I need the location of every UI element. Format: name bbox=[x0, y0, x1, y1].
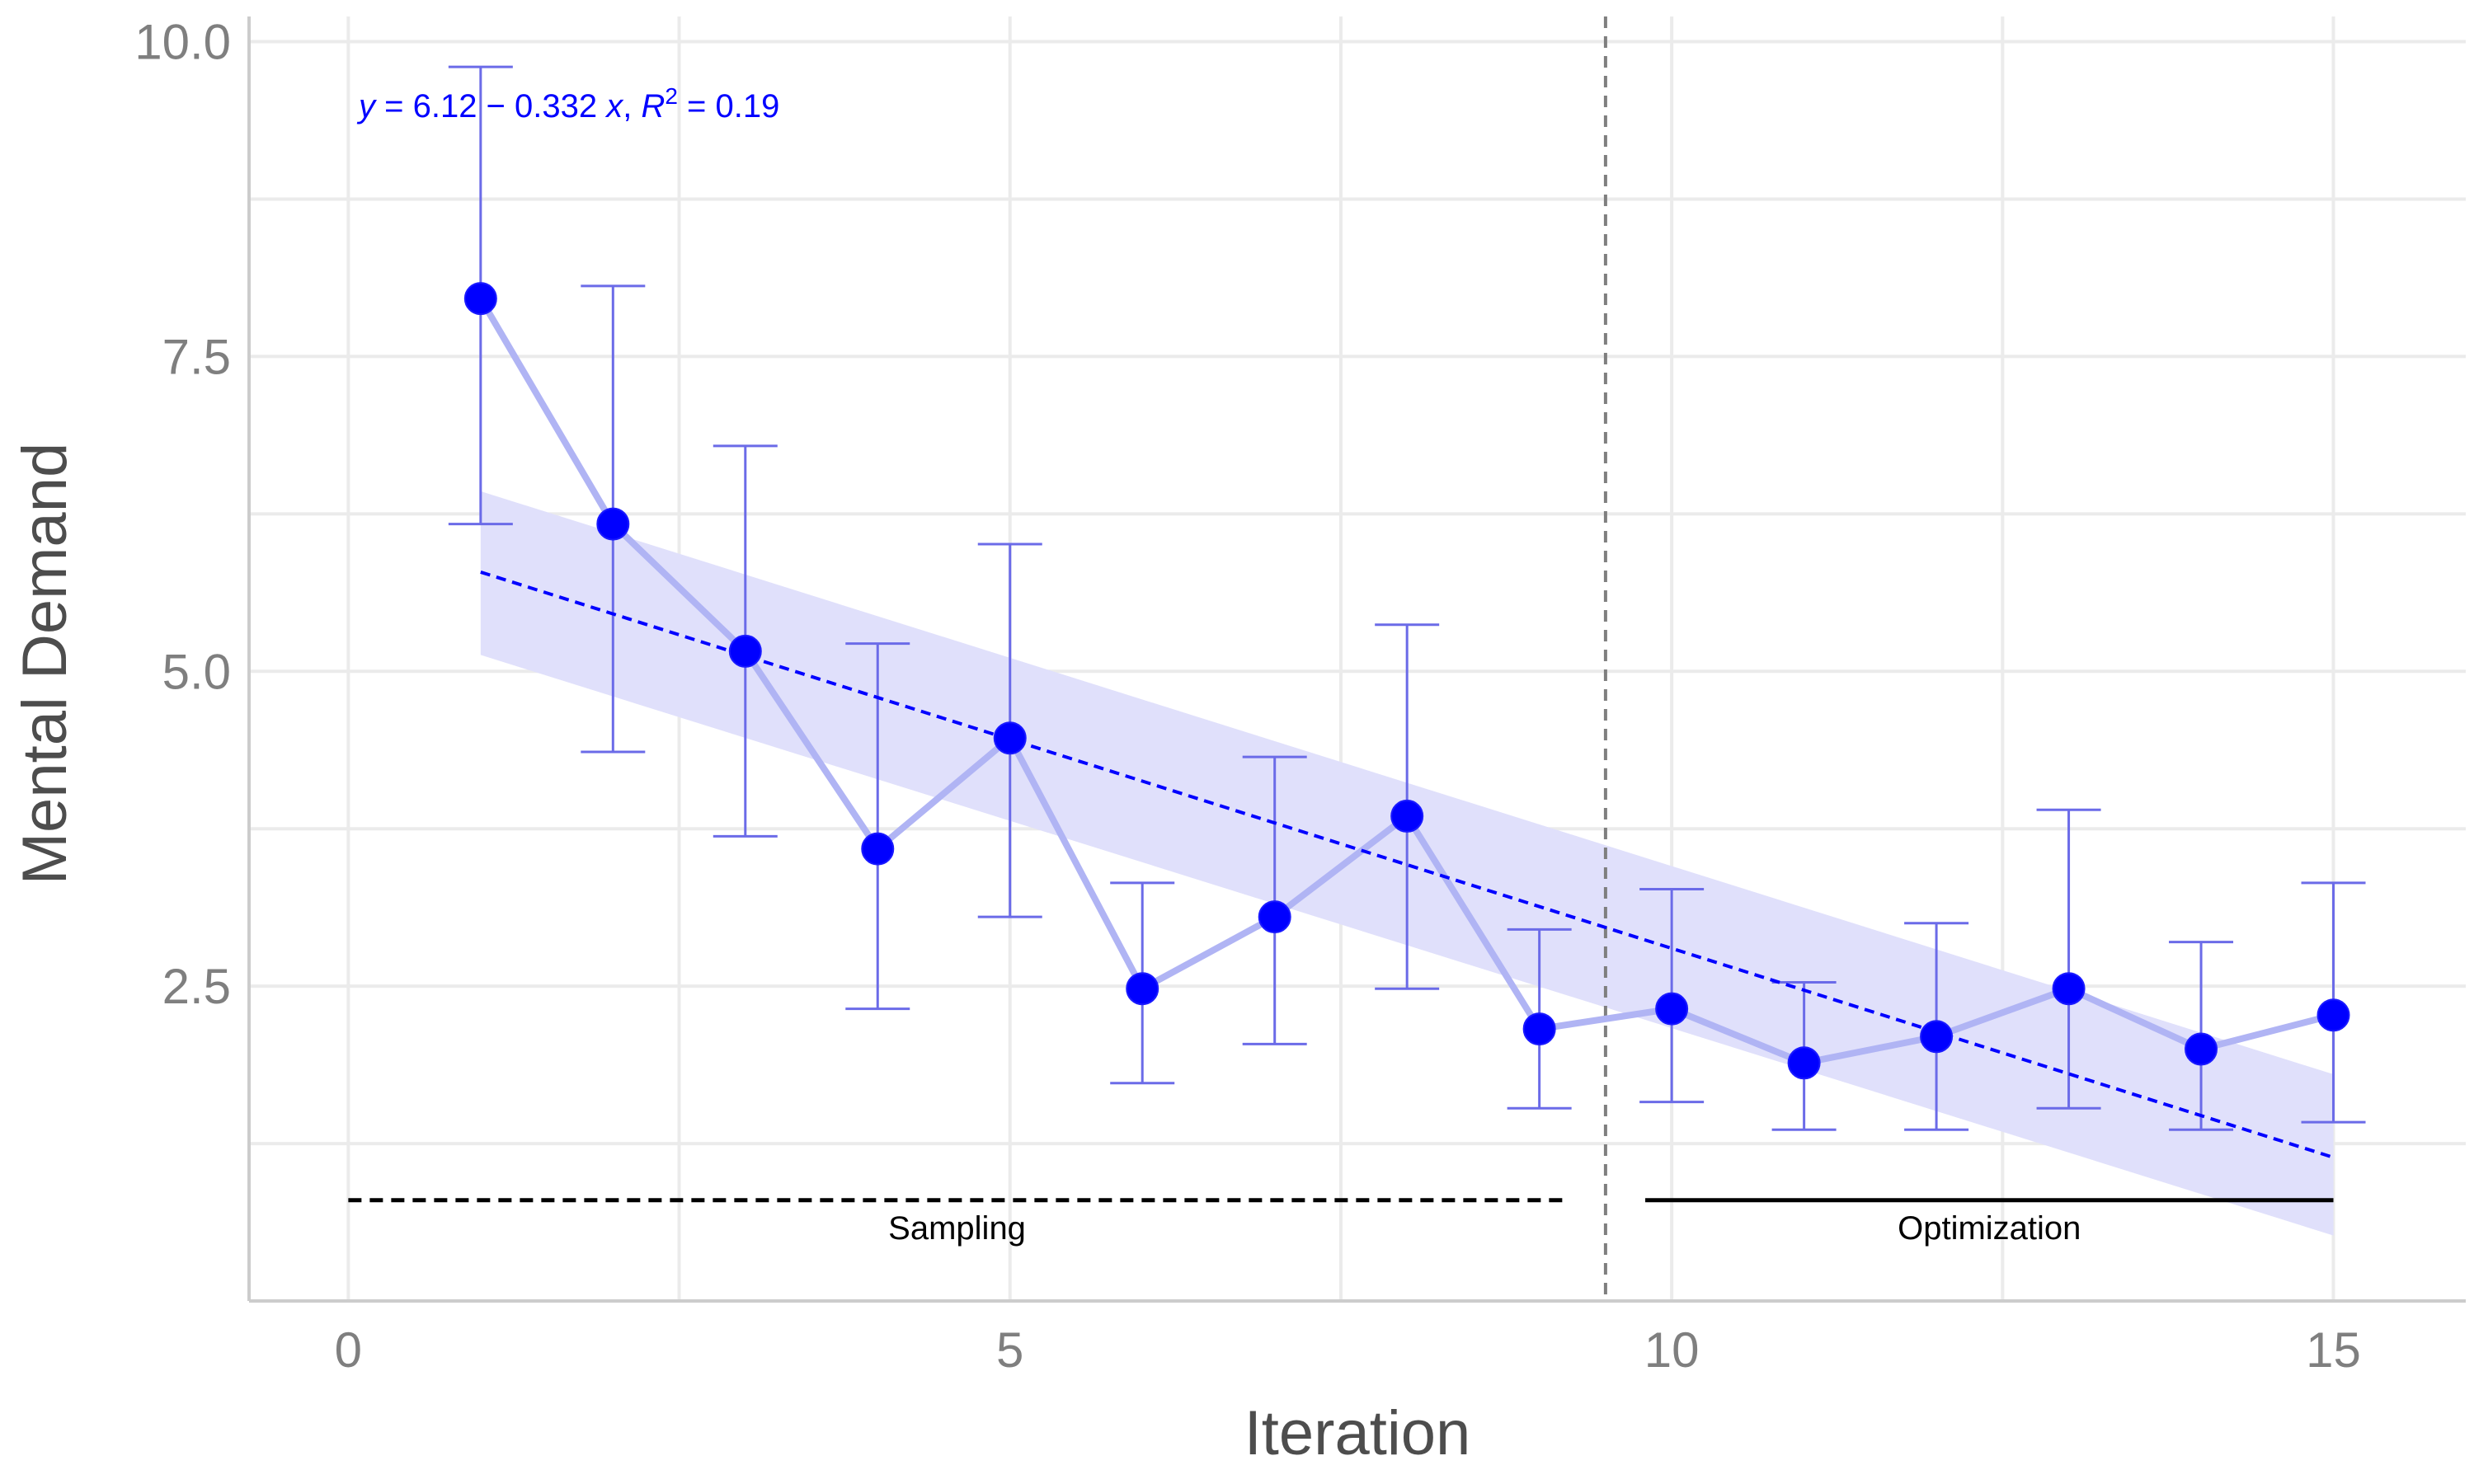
x-tick-label: 0 bbox=[335, 1322, 362, 1378]
data-point bbox=[993, 721, 1027, 755]
y-tick-label: 2.5 bbox=[162, 959, 231, 1014]
y-tick-label: 7.5 bbox=[162, 329, 231, 384]
data-point bbox=[2316, 998, 2350, 1032]
data-points bbox=[463, 282, 2350, 1080]
regression-line bbox=[480, 571, 2335, 1159]
tick-labels: 0 5 10 15 2.5 5.0 7.5 10.0 bbox=[134, 15, 2361, 1378]
regression-line-group bbox=[480, 571, 2335, 1159]
data-point bbox=[1655, 992, 1689, 1026]
error-bar bbox=[2036, 808, 2101, 1110]
data-point bbox=[1126, 972, 1159, 1006]
axes bbox=[247, 16, 2466, 1303]
eq-sep: , bbox=[623, 88, 641, 124]
eq-part-1: = 6.12 − 0.332 bbox=[375, 88, 606, 124]
y-tick-label: 5.0 bbox=[162, 644, 231, 699]
data-point bbox=[1390, 799, 1424, 833]
eq-y: y bbox=[356, 88, 378, 124]
x-tick-label: 15 bbox=[2306, 1322, 2361, 1378]
phase-annotations: Sampling Optimization bbox=[348, 1198, 2334, 1247]
error-bar bbox=[845, 642, 910, 1011]
data-point bbox=[861, 832, 895, 866]
y-axis-title: Mental Demand bbox=[10, 443, 80, 885]
phase-label-optimization: Optimization bbox=[1898, 1210, 2081, 1247]
eq-r: R bbox=[641, 88, 665, 124]
regression-equation: y = 6.12 − 0.332 x, R2 = 0.19 bbox=[356, 83, 779, 124]
data-point bbox=[463, 282, 497, 316]
data-point bbox=[1920, 1020, 1954, 1054]
eq-r-sup: 2 bbox=[665, 83, 678, 109]
data-point bbox=[1258, 900, 1291, 934]
data-point bbox=[2052, 972, 2086, 1006]
eq-x: x bbox=[604, 88, 624, 124]
data-point bbox=[2185, 1032, 2218, 1066]
data-point bbox=[1522, 1012, 1556, 1046]
x-tick-label: 10 bbox=[1644, 1322, 1700, 1378]
data-point bbox=[1787, 1046, 1821, 1080]
data-point bbox=[596, 507, 630, 541]
x-tick-label: 5 bbox=[996, 1322, 1023, 1378]
eq-part-2: = 0.19 bbox=[678, 88, 779, 124]
data-point bbox=[728, 634, 762, 668]
phase-label-sampling: Sampling bbox=[888, 1210, 1026, 1247]
y-tick-label: 10.0 bbox=[134, 15, 231, 70]
x-axis-title: Iteration bbox=[1244, 1398, 1471, 1468]
